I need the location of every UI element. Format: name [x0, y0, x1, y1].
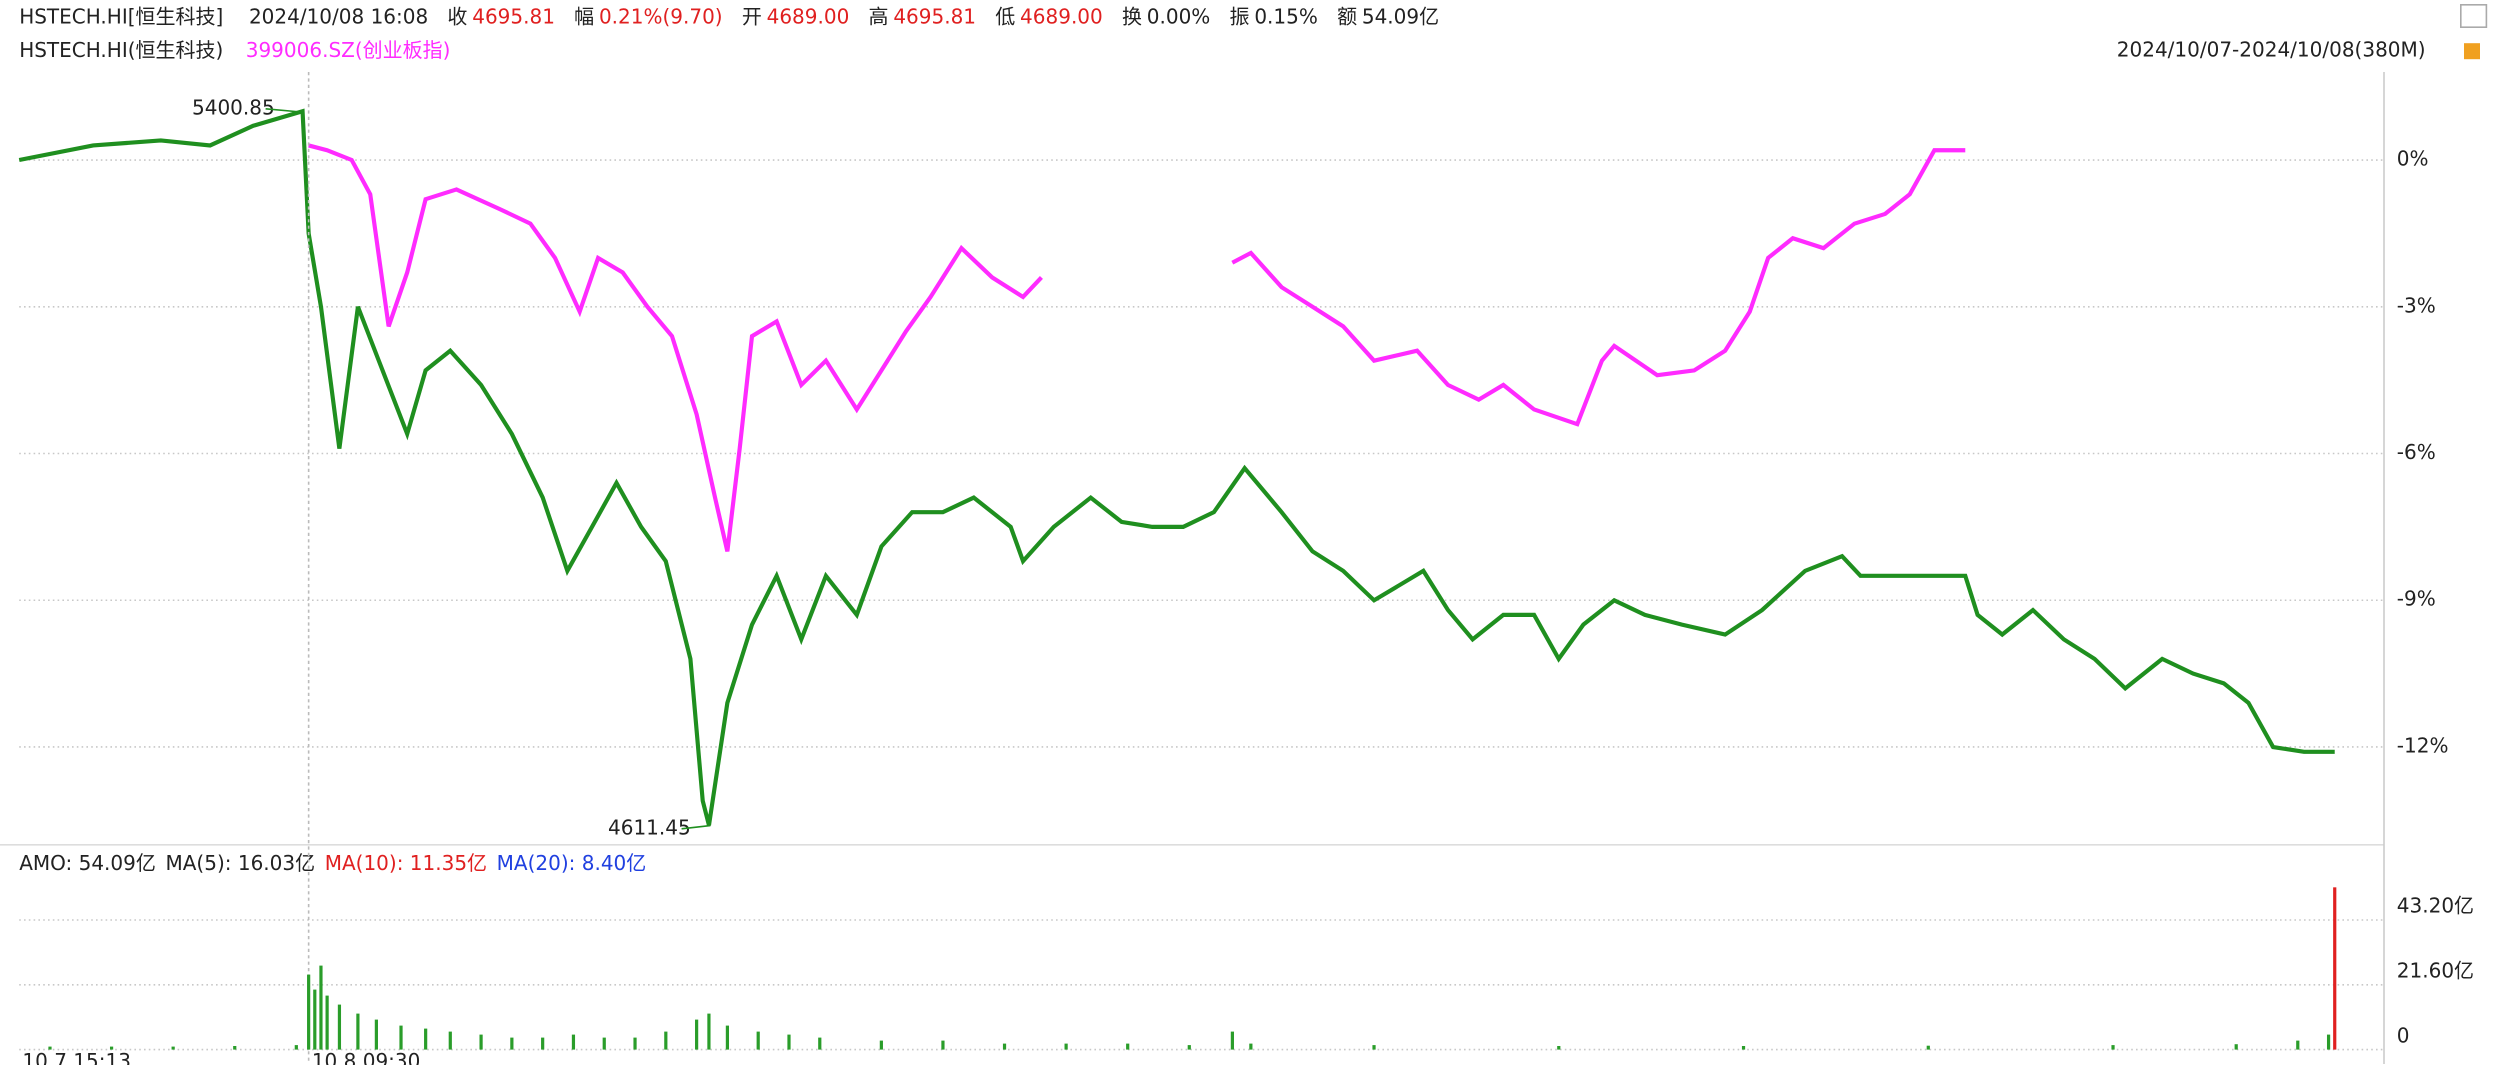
- volume-bar: [1002, 1043, 1007, 1050]
- x-tick-label: 10.7 15:13: [22, 1049, 131, 1065]
- volume-bar: [319, 965, 323, 1050]
- field-label: 高: [869, 4, 889, 28]
- volume-bar: [479, 1034, 483, 1050]
- volume-bar: [2234, 1044, 2238, 1050]
- volume-bar: [1372, 1045, 1376, 1050]
- volume-bar: [633, 1037, 637, 1050]
- x-tick-label: 10.8 09:30: [312, 1049, 421, 1065]
- volume-bar: [602, 1037, 606, 1050]
- field-value: 4695.81: [472, 4, 555, 28]
- header-line: HSTECH.HI[恒生科技] 2024/10/08 16:08 收 4695.81 幅…: [19, 4, 1439, 28]
- annotation-arrow: [265, 108, 301, 113]
- field-label: 收: [447, 4, 467, 28]
- indicator: MA(5): 16.03亿: [165, 851, 315, 875]
- field-label: 换: [1122, 4, 1142, 28]
- indicator: MA(10): 11.35亿: [325, 851, 487, 875]
- volume-bar: [171, 1046, 175, 1050]
- volume-bar: [571, 1034, 576, 1050]
- field-value: 0.21%(9.70): [599, 4, 723, 28]
- y-tick-label: 0%: [2397, 147, 2429, 171]
- volume-bar: [356, 1013, 360, 1050]
- volume-bar: [2111, 1045, 2115, 1050]
- lock-icon: [2464, 43, 2480, 60]
- volume-bar: [233, 1046, 237, 1050]
- annotation: 5400.85: [192, 95, 275, 119]
- field-label: 低: [995, 4, 1015, 28]
- volume-bar: [109, 1046, 114, 1050]
- volume-bar: [2296, 1040, 2300, 1050]
- legend-entry: HSTECH.HI(恒生科技): [19, 38, 223, 62]
- symbol: HSTECH.HI[恒生科技]: [19, 4, 223, 28]
- series-line: [308, 143, 1966, 552]
- volume-bar: [879, 1040, 883, 1050]
- field-label: 振: [1230, 4, 1250, 28]
- y-tick-label: 21.60亿: [2397, 959, 2474, 983]
- legend-entry: 399006.SZ(创业板指): [246, 38, 451, 62]
- field-label: 幅: [574, 4, 594, 28]
- volume-bar: [448, 1031, 452, 1050]
- icon: [2460, 3, 2488, 28]
- volume-bar: [664, 1031, 668, 1050]
- volume-bar: [313, 989, 317, 1050]
- volume-bar: [818, 1037, 822, 1050]
- volume-bar: [695, 1019, 699, 1050]
- field-value: 0.15%: [1254, 4, 1318, 28]
- volume-bar: [1741, 1046, 1746, 1050]
- legend: HSTECH.HI(恒生科技) 399006.SZ(创业板指): [19, 38, 450, 62]
- volume-bar: [725, 1025, 730, 1050]
- volume-bar: [1249, 1043, 1253, 1050]
- volume-bar: [1126, 1043, 1130, 1050]
- volume-bar: [307, 974, 311, 1050]
- range: 2024/10/07-2024/10/08(380M): [2117, 38, 2426, 62]
- annotation: 4611.45: [608, 815, 691, 839]
- volume-bar: [787, 1034, 791, 1050]
- volume-bar: [756, 1031, 760, 1050]
- y-tick-label: 43.20亿: [2397, 894, 2474, 918]
- volume-bar: [374, 1019, 378, 1050]
- volume-bar: [399, 1025, 403, 1050]
- volume-bar: [707, 1013, 711, 1050]
- volume-bar: [1926, 1045, 1930, 1050]
- series-line: [18, 108, 2335, 826]
- y-tick-label: 0: [2397, 1023, 2410, 1047]
- y-tick-label: -3%: [2397, 293, 2436, 317]
- datetime: 2024/10/08 16:08: [249, 4, 428, 28]
- volume-bar: [325, 995, 329, 1050]
- volume-bar: [2326, 1034, 2331, 1050]
- volume-bar: [1230, 1031, 1234, 1050]
- volume-bar: [541, 1037, 545, 1050]
- field-value: 4689.00: [1020, 4, 1103, 28]
- volume-bar: [941, 1040, 945, 1050]
- volume-bar: [424, 1028, 428, 1050]
- volume-bar: [2333, 887, 2337, 1050]
- y-tick-label: -12%: [2397, 733, 2449, 757]
- field-value: 0.00%: [1147, 4, 1211, 28]
- volume-bar: [1187, 1045, 1191, 1050]
- field-label: 开: [742, 4, 762, 28]
- volume-bar: [48, 1046, 52, 1050]
- indicator-line: AMO: 54.09亿 MA(5): 16.03亿 MA(10): 11.35亿 MA…: [19, 851, 646, 875]
- y-tick-label: -6%: [2397, 440, 2436, 464]
- volume-bar: [1557, 1046, 1561, 1050]
- field-value: 4689.00: [767, 4, 850, 28]
- indicator: AMO: 54.09亿: [19, 851, 156, 875]
- annotation-arrow: [681, 824, 711, 830]
- field-value: 4695.81: [893, 4, 976, 28]
- volume-bar: [510, 1037, 514, 1050]
- volume-bar: [294, 1045, 298, 1050]
- volume-bar: [337, 1004, 342, 1050]
- field-label: 额: [1337, 4, 1357, 28]
- field-value: 54.09亿: [1362, 4, 1439, 28]
- y-tick-label: -9%: [2397, 587, 2436, 611]
- indicator: MA(20): 8.40亿: [497, 851, 647, 875]
- volume-bar: [1064, 1043, 1068, 1050]
